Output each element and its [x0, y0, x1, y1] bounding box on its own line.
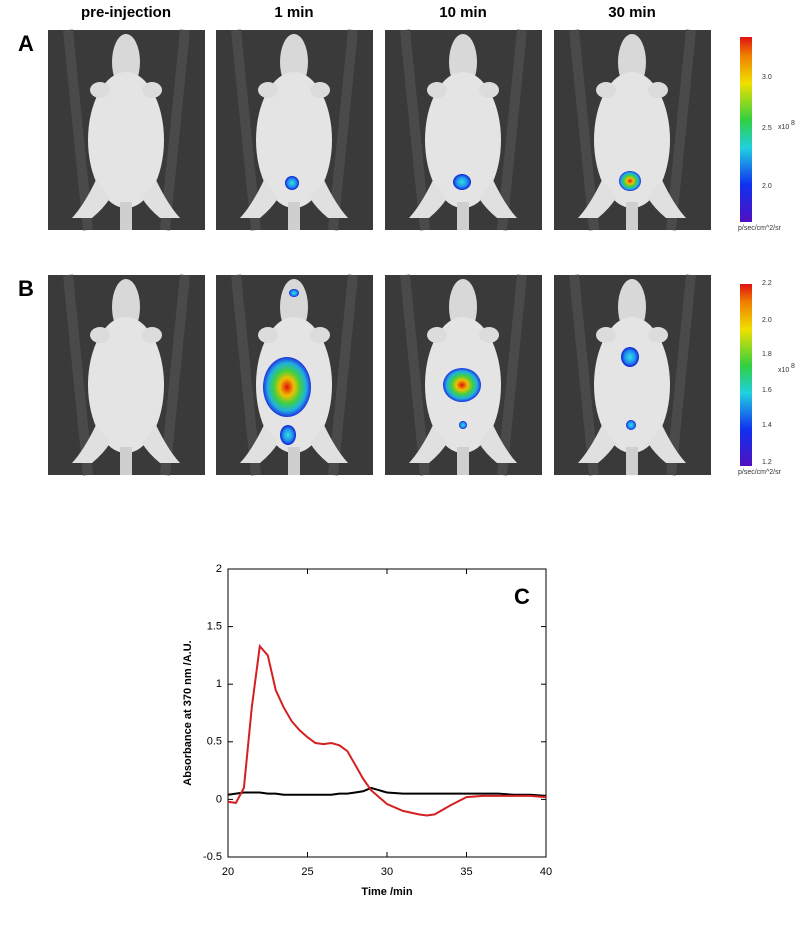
signal	[621, 347, 639, 367]
colorbar-tick-label: 2.2	[762, 280, 772, 287]
colorbar-tick-label: 1.4	[762, 422, 772, 429]
x-tick-label: 35	[460, 866, 472, 878]
colorbar-tick-label: 3.0	[762, 74, 772, 81]
x-tick-label: 20	[222, 866, 234, 878]
colorbar-tick-label: 1.6	[762, 387, 772, 394]
x-tick-label: 30	[381, 866, 393, 878]
colorbar-exponent: x10	[778, 124, 789, 131]
signal	[626, 420, 636, 430]
colorbar-exponent-power: 8	[791, 120, 795, 127]
colorbar	[740, 284, 752, 466]
y-tick-label: 2	[216, 563, 222, 575]
column-header: 10 min	[439, 4, 487, 21]
y-tick-label: 0.5	[207, 736, 222, 748]
mouse-image	[385, 30, 542, 230]
image-grid	[48, 30, 711, 475]
x-axis-label: Time /min	[361, 886, 412, 898]
signal	[459, 421, 467, 429]
colorbar-exponent: x10	[778, 367, 789, 374]
y-tick-label: 1	[216, 678, 222, 690]
y-axis-label: Absorbance at 370 nm /A.U.	[182, 640, 194, 786]
data-line	[227, 786, 547, 797]
panel-label: B	[18, 276, 34, 301]
colorbar-unit: p/sec/cm^2/sr	[738, 469, 782, 476]
colorbar-tick-label: 1.2	[762, 459, 772, 466]
x-tick-label: 25	[301, 866, 313, 878]
y-tick-label: -0.5	[203, 851, 222, 863]
panel-label: A	[18, 31, 34, 56]
signal	[280, 425, 296, 445]
colorbar	[740, 37, 752, 222]
x-tick-label: 40	[540, 866, 552, 878]
colorbar-tick-label: 2.0	[762, 317, 772, 324]
colorbar-tick-label: 2.0	[762, 183, 772, 190]
signal	[443, 368, 481, 402]
panel-label: C	[514, 584, 530, 609]
mouse-image	[48, 275, 205, 475]
data-line	[227, 643, 547, 817]
colorbar-unit: p/sec/cm^2/sr	[738, 225, 782, 232]
column-header: pre-injection	[81, 4, 171, 21]
signal	[289, 289, 299, 297]
signal	[619, 171, 641, 191]
plot-frame	[227, 568, 547, 858]
colorbar-exponent-power: 8	[791, 363, 795, 370]
signal	[263, 357, 311, 417]
mouse-image	[554, 30, 711, 230]
signal	[285, 176, 299, 190]
column-header: 1 min	[274, 4, 313, 21]
signal	[453, 174, 471, 190]
colorbar-tick-label: 2.5	[762, 125, 772, 132]
column-header: 30 min	[608, 4, 656, 21]
mouse-image	[216, 30, 373, 230]
mouse-image	[554, 275, 711, 475]
colorbar-tick-label: 1.8	[762, 351, 772, 358]
mouse-image	[48, 30, 205, 230]
y-tick-label: 1.5	[207, 621, 222, 633]
y-tick-label: 0	[216, 793, 222, 805]
